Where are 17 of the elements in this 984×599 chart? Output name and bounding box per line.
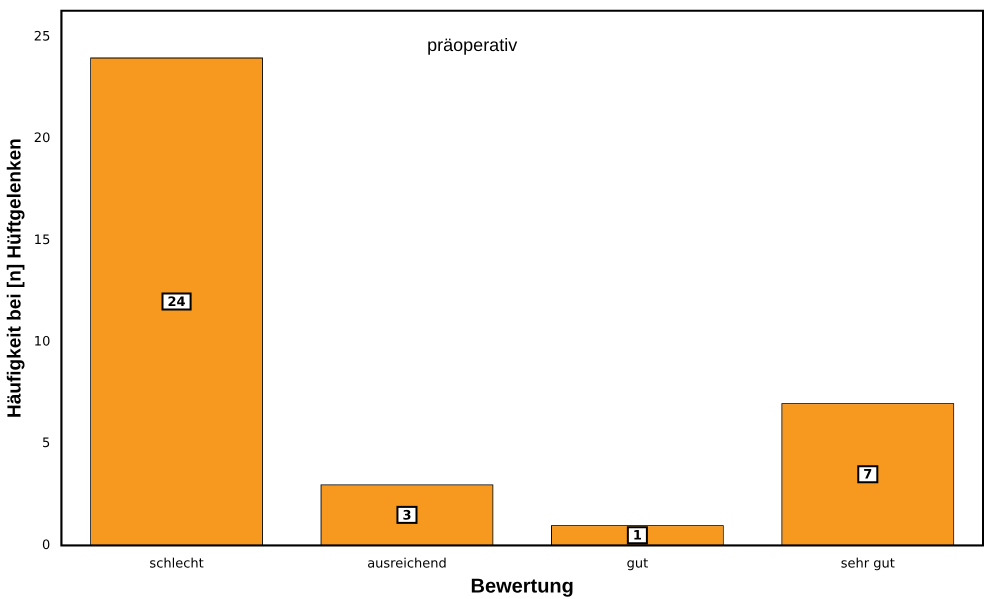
x-tick-label: sehr gut [840,556,895,572]
y-tick-label: 15 [34,232,50,248]
data-label: 3 [402,508,412,524]
text: präoperativ [427,34,518,55]
data-label: 24 [168,294,186,310]
y-tick-label: 10 [34,334,50,350]
x-tick-label: schlecht [149,556,204,572]
y-tick-label: 25 [34,30,50,45]
x-tick-label: ausreichend [367,556,447,572]
x-tick-label: gut [626,556,648,572]
y-tick-label: 0 [42,538,50,553]
data-label: 1 [632,528,642,544]
data-label: 7 [863,468,872,483]
x-axis-title: Bewertung [470,576,574,598]
y-axis-title: Häufigkeit bei [n] Hüftgelenken [4,138,26,418]
y-tick-label: 20 [34,131,50,146]
y-tick-label: 5 [42,436,50,452]
